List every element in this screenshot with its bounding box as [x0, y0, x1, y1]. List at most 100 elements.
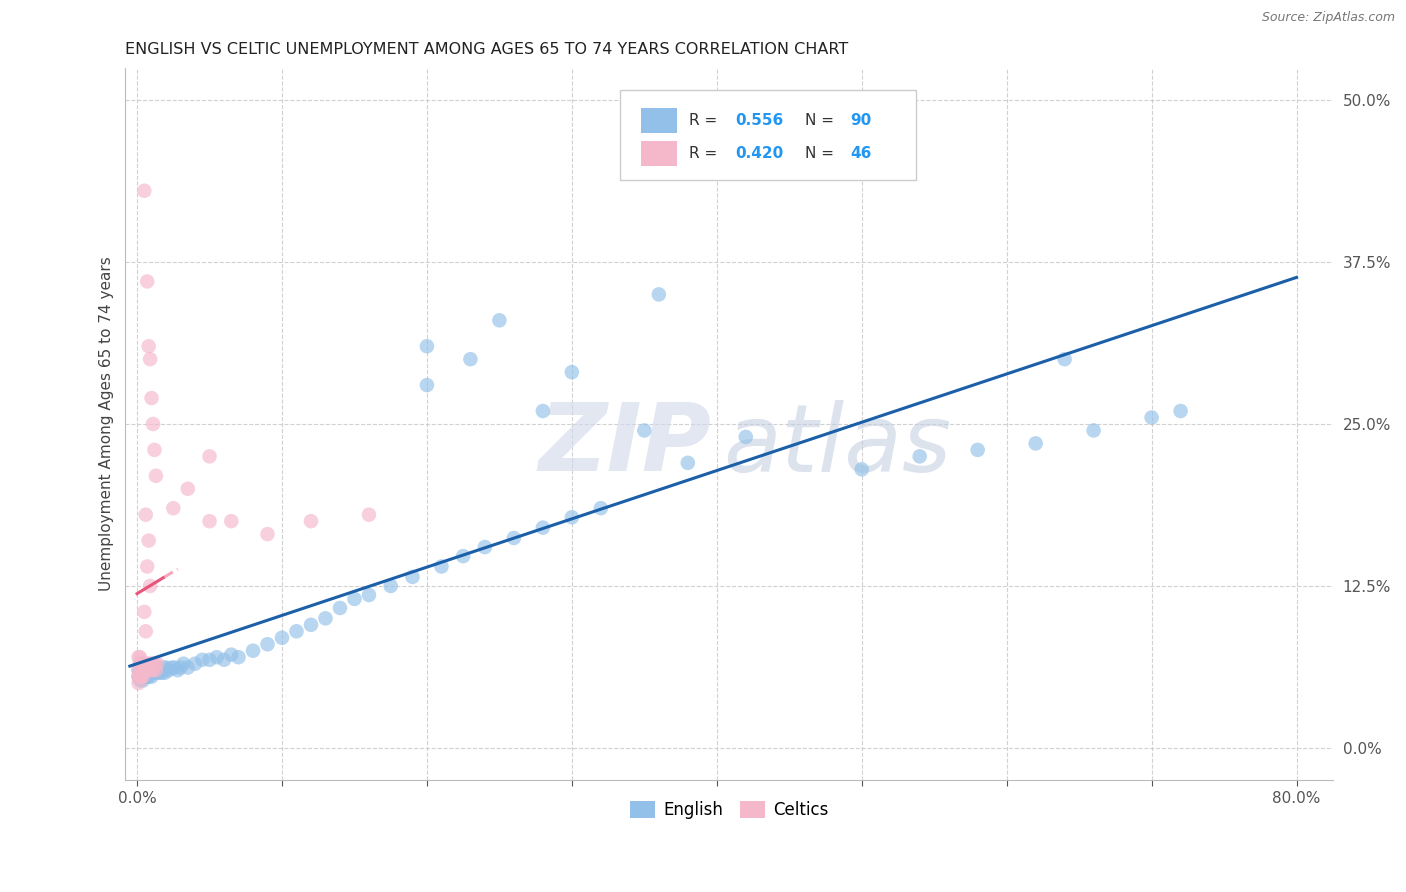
Point	[561, 510, 583, 524]
Point	[143, 657, 166, 671]
Point	[152, 660, 174, 674]
Point	[851, 462, 873, 476]
Point	[256, 637, 278, 651]
FancyBboxPatch shape	[641, 108, 678, 133]
Point	[141, 670, 163, 684]
Point	[401, 570, 423, 584]
Text: N =: N =	[806, 112, 839, 128]
Point	[131, 663, 153, 677]
Point	[329, 601, 352, 615]
Point	[142, 663, 165, 677]
Point	[256, 527, 278, 541]
Point	[314, 611, 336, 625]
Point	[135, 663, 157, 677]
Point	[177, 482, 200, 496]
Point	[150, 665, 173, 680]
Point	[430, 559, 453, 574]
Point	[135, 670, 157, 684]
Point	[155, 660, 177, 674]
Point	[184, 657, 207, 671]
Point	[138, 657, 160, 671]
Point	[163, 660, 186, 674]
Point	[219, 648, 242, 662]
Text: 0.556: 0.556	[735, 112, 783, 128]
FancyBboxPatch shape	[620, 90, 917, 179]
Point	[1083, 424, 1105, 438]
Point	[357, 508, 380, 522]
Text: ENGLISH VS CELTIC UNEMPLOYMENT AMONG AGES 65 TO 74 YEARS CORRELATION CHART: ENGLISH VS CELTIC UNEMPLOYMENT AMONG AGE…	[125, 42, 849, 57]
Text: 46: 46	[849, 145, 872, 161]
FancyBboxPatch shape	[641, 141, 678, 166]
Point	[131, 665, 153, 680]
Point	[451, 549, 474, 563]
Point	[219, 514, 242, 528]
Point	[132, 673, 155, 688]
Text: Source: ZipAtlas.com: Source: ZipAtlas.com	[1261, 11, 1395, 24]
Point	[148, 665, 170, 680]
Point	[129, 665, 152, 680]
Point	[138, 670, 160, 684]
Point	[138, 660, 160, 674]
Point	[134, 665, 156, 680]
Point	[139, 663, 162, 677]
Point	[145, 468, 167, 483]
Point	[166, 663, 188, 677]
Point	[285, 624, 308, 639]
Point	[145, 665, 167, 680]
Point	[474, 540, 496, 554]
Point	[131, 670, 153, 684]
Point	[153, 665, 176, 680]
Point	[503, 531, 526, 545]
Point	[139, 663, 162, 677]
Point	[589, 501, 612, 516]
Point	[129, 670, 152, 684]
Point	[132, 663, 155, 677]
Point	[142, 417, 165, 431]
Point	[157, 663, 180, 677]
Point	[134, 663, 156, 677]
Point	[135, 657, 157, 671]
Point	[138, 533, 160, 548]
Point	[141, 391, 163, 405]
Point	[1140, 410, 1163, 425]
Point	[129, 657, 152, 671]
Y-axis label: Unemployment Among Ages 65 to 74 years: Unemployment Among Ages 65 to 74 years	[100, 257, 114, 591]
Point	[129, 673, 152, 688]
Point	[135, 508, 157, 522]
Point	[299, 617, 322, 632]
Point	[198, 514, 221, 528]
Point	[908, 450, 931, 464]
Point	[128, 663, 150, 677]
Point	[1053, 352, 1076, 367]
Point	[136, 275, 159, 289]
Point	[136, 559, 159, 574]
Point	[676, 456, 699, 470]
Point	[343, 591, 366, 606]
Point	[488, 313, 510, 327]
Point	[128, 650, 150, 665]
Point	[149, 663, 172, 677]
Point	[129, 650, 152, 665]
Point	[135, 660, 157, 674]
Point	[146, 657, 169, 671]
Text: atlas: atlas	[723, 400, 952, 491]
Point	[198, 653, 221, 667]
Point	[134, 657, 156, 671]
Point	[648, 287, 671, 301]
Point	[142, 665, 165, 680]
Legend: English, Celtics: English, Celtics	[623, 794, 835, 825]
Point	[141, 660, 163, 674]
Point	[131, 670, 153, 684]
Point	[357, 588, 380, 602]
Text: 90: 90	[849, 112, 872, 128]
Point	[242, 644, 264, 658]
Point	[134, 184, 156, 198]
Point	[146, 660, 169, 674]
Point	[212, 653, 235, 667]
Point	[138, 339, 160, 353]
Point	[128, 670, 150, 684]
Point	[139, 352, 162, 367]
Point	[143, 442, 166, 457]
Point	[198, 450, 221, 464]
Point	[134, 670, 156, 684]
